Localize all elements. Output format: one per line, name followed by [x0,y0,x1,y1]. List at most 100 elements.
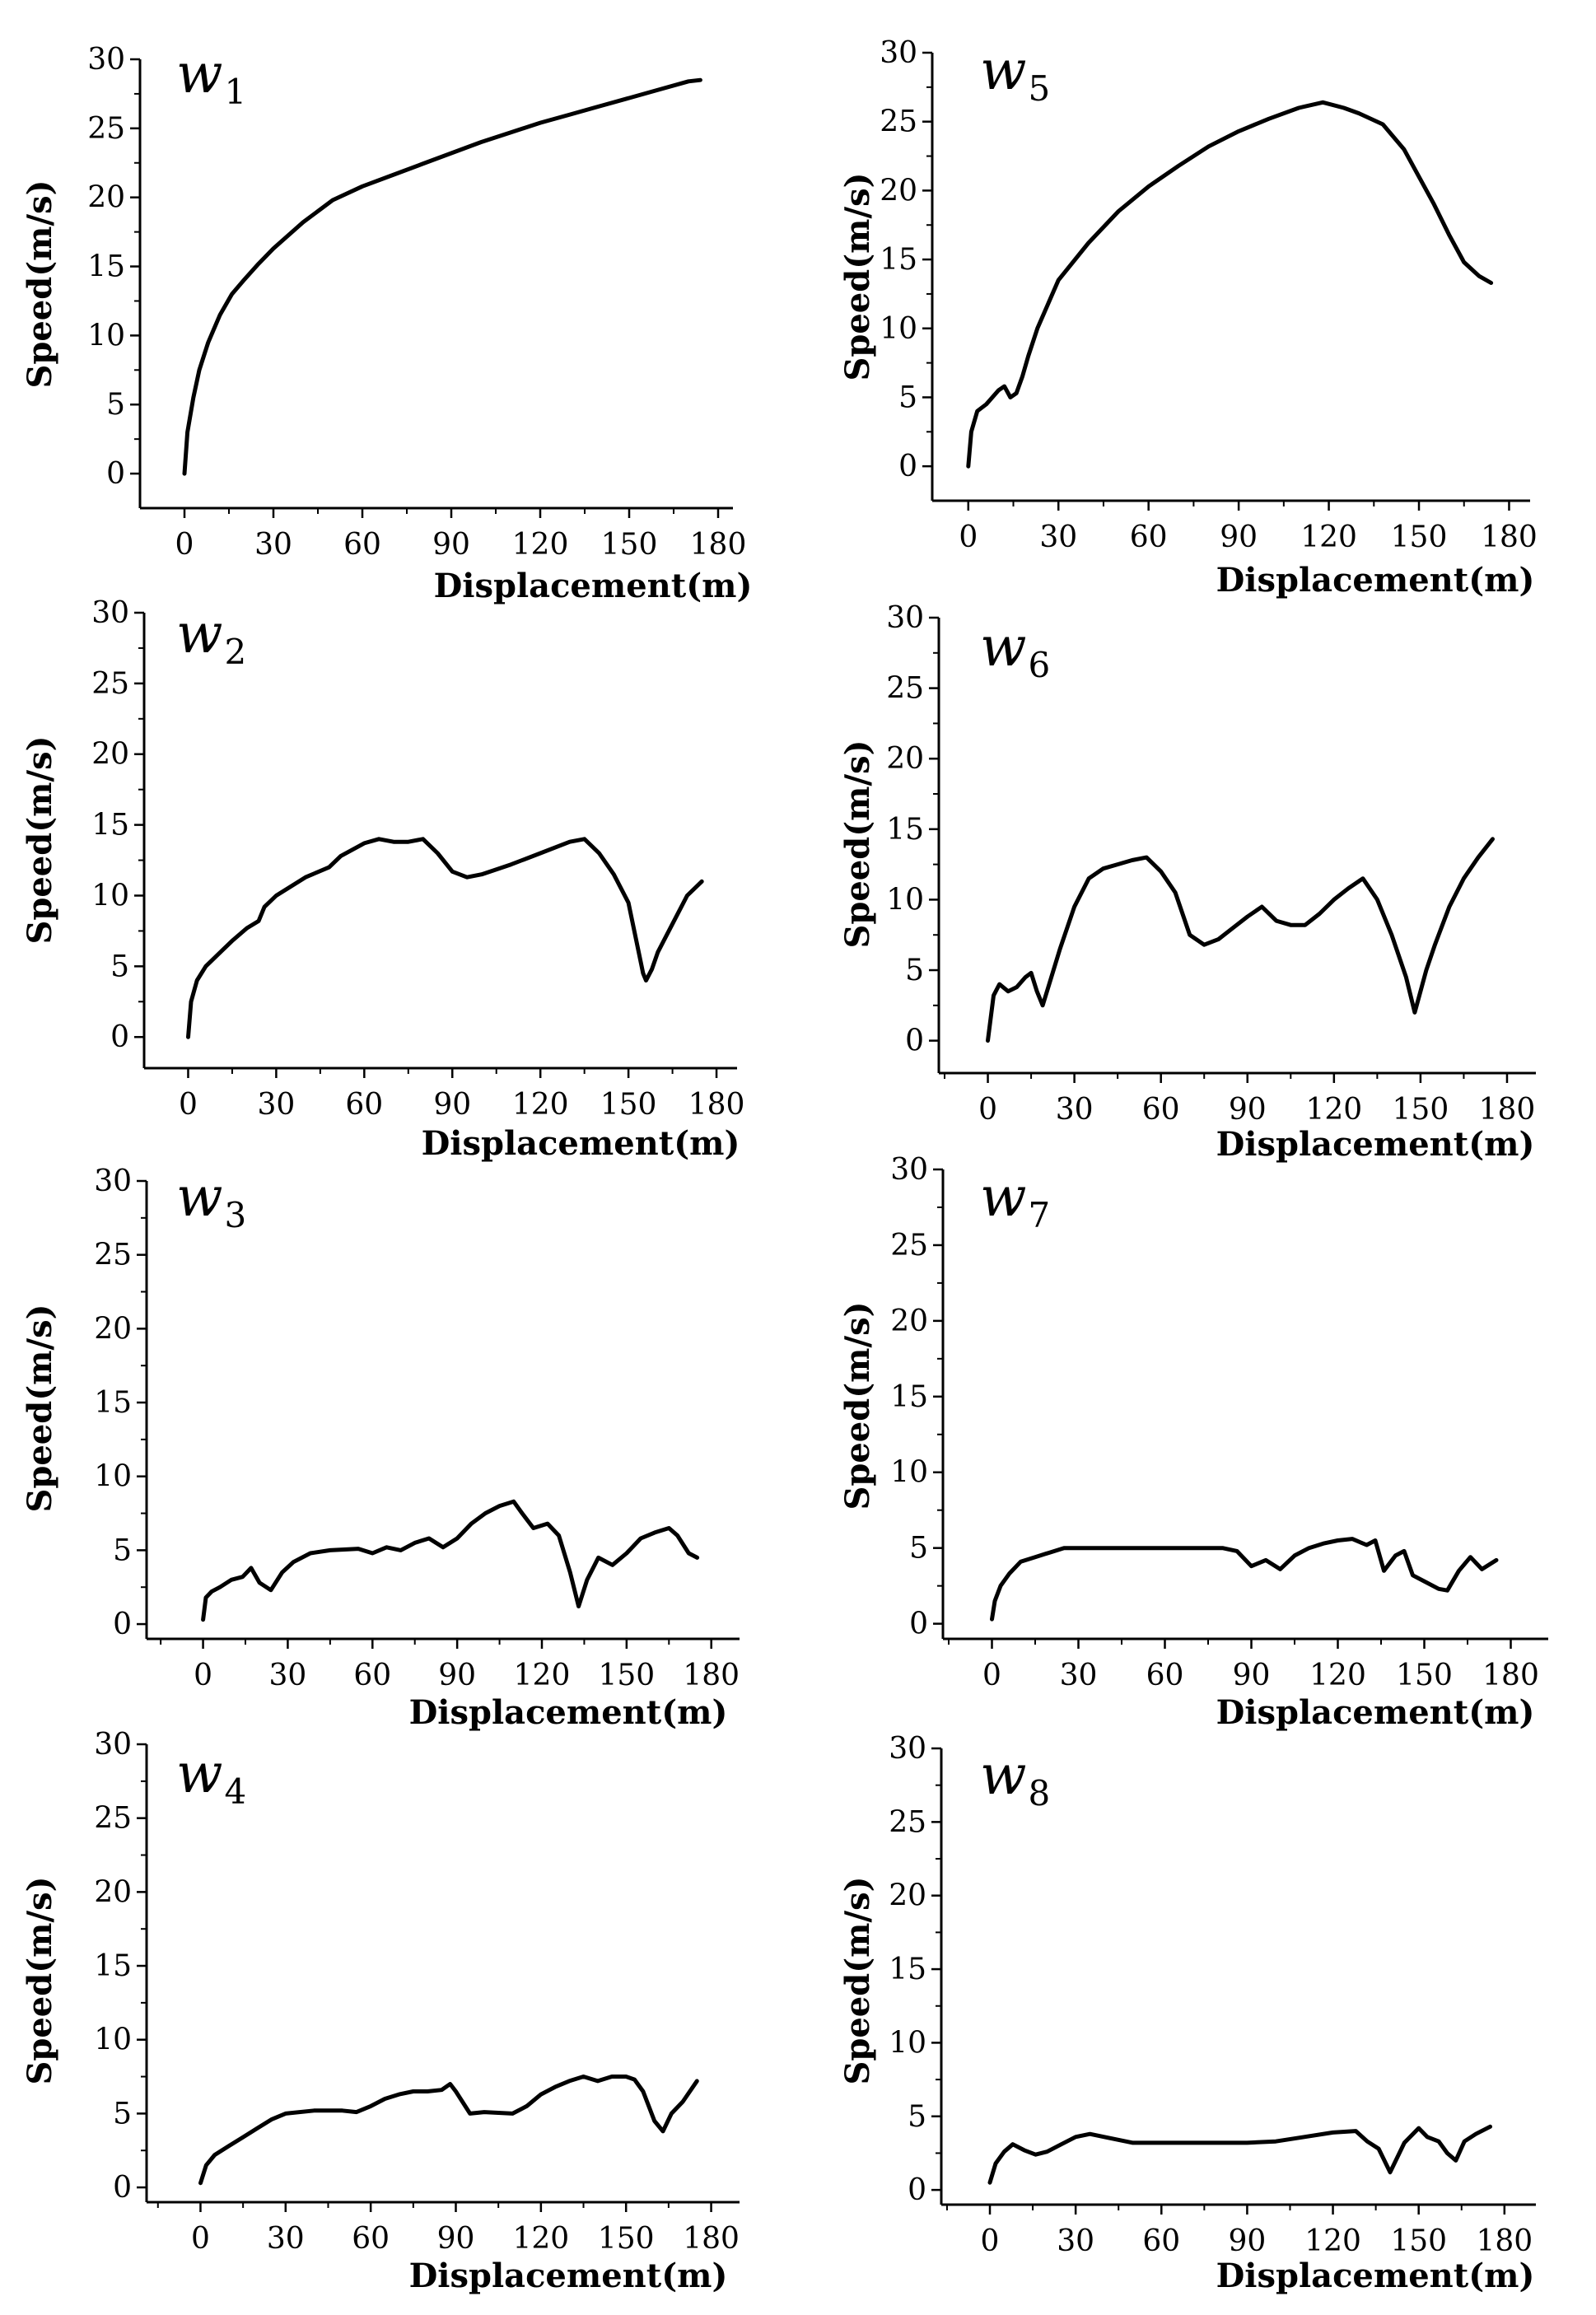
y-tick-label: 5 [908,2100,926,2134]
x-tick-label: 30 [1060,1659,1098,1692]
x-tick-label: 150 [598,2222,655,2256]
x-tick-label: 0 [978,1093,997,1127]
y-tick-label: 5 [909,1532,928,1566]
y-tick-label: 0 [908,2173,926,2207]
x-tick-label: 0 [179,1088,198,1122]
chart-panel-w5: 0 5 10 15 20 25 30 0 30 60 90 120 150 180 w5 Displaceme… [838,36,1538,600]
panel-title-subscript: 4 [225,1771,247,1812]
x-tick-label: 120 [1300,520,1357,554]
x-tick-label: 90 [1233,1659,1271,1692]
x-tick-label: 60 [352,2222,390,2256]
chart-panel-w6: 0 5 10 15 20 25 30 0 30 60 90 120 150 180 w6 Displaceme… [838,601,1536,1164]
y-axis-title: Speed(m/s) [838,1876,877,2084]
series-line-w8 [987,2124,1492,2185]
series-line-w2 [186,837,704,1039]
x-tick-label: 120 [514,1659,571,1692]
y-tick-label: 25 [880,105,917,139]
chart-panel-w1: 0 5 10 15 20 25 30 0 30 60 90 120 150 180 w1 Displaceme… [21,42,752,605]
x-tick-label: 120 [512,1088,569,1122]
y-tick-label: 20 [87,181,125,215]
x-axis-title: Displacement(m) [409,1693,728,1732]
y-axis-title: Speed(m/s) [21,1876,59,2084]
y-tick-label: 30 [94,1165,132,1198]
y-tick-label: 20 [889,1879,926,1913]
y-axis-title: Speed(m/s) [21,735,59,944]
y-tick-label: 30 [889,1732,926,1766]
panel-title-subscript: 8 [1029,1773,1051,1813]
y-tick-label: 5 [113,1533,132,1567]
panel-title: w3 [176,1165,246,1235]
x-tick-label: 60 [343,528,381,562]
x-tick-label: 150 [601,528,658,562]
x-axis-title: Displacement(m) [1216,1125,1535,1164]
chart-panel-w4: 0 5 10 15 20 25 30 0 30 60 90 120 150 180 w4 Displaceme… [21,1728,740,2295]
x-tick-label: 0 [175,528,194,562]
x-tick-label: 90 [437,2222,475,2256]
series-line-w5 [966,100,1494,469]
series-line-w1 [182,77,702,476]
y-axis-title: Speed(m/s) [838,740,877,948]
x-tick-label: 150 [1391,520,1448,554]
y-tick-label: 5 [110,950,129,983]
x-tick-label: 30 [269,1659,307,1692]
x-tick-label: 180 [690,528,747,562]
x-tick-label: 180 [683,2222,740,2256]
panel-title-subscript: 5 [1029,68,1051,109]
x-tick-label: 30 [267,2222,305,2256]
y-axis-title: Speed(m/s) [21,180,59,388]
y-tick-label: 10 [889,2026,926,2060]
panel-title: w4 [176,1742,246,1812]
y-tick-label: 15 [880,243,917,277]
x-tick-label: 90 [1229,2224,1267,2258]
y-tick-label: 20 [94,1875,132,1909]
x-tick-label: 30 [1057,2224,1094,2258]
panel-title-subscript: 1 [225,72,247,112]
y-tick-label: 30 [886,601,924,635]
y-tick-label: 30 [91,596,129,630]
panel-title: w1 [176,42,246,112]
y-tick-label: 25 [91,667,129,701]
panel-title-subscript: 6 [1029,645,1051,685]
y-tick-label: 15 [91,809,129,842]
chart-panel-w2: 0 5 10 15 20 25 30 0 30 60 90 120 150 180 w2 Displaceme… [21,596,744,1163]
y-tick-label: 25 [886,672,924,706]
y-tick-label: 25 [87,112,125,146]
series-line-w6 [986,837,1495,1043]
x-tick-label: 0 [959,520,978,554]
y-tick-label: 0 [898,450,917,483]
y-tick-label: 10 [94,1460,132,1494]
x-axis-title: Displacement(m) [422,1124,740,1163]
x-tick-label: 180 [683,1659,740,1692]
x-tick-label: 0 [981,2224,1000,2258]
y-tick-label: 20 [94,1312,132,1346]
y-tick-label: 30 [94,1728,132,1762]
x-tick-label: 120 [512,2222,569,2256]
y-tick-label: 10 [91,879,129,912]
y-tick-label: 25 [94,1239,132,1272]
x-tick-label: 0 [982,1659,1001,1692]
panel-title: w8 [980,1743,1050,1813]
x-tick-label: 90 [1229,1093,1267,1127]
x-tick-label: 150 [600,1088,657,1122]
panel-title: w7 [980,1165,1050,1235]
y-tick-label: 20 [880,174,917,208]
y-tick-label: 15 [886,813,924,847]
y-tick-label: 10 [886,883,924,917]
x-axis-title: Displacement(m) [1216,561,1535,600]
y-tick-label: 15 [889,1953,926,1986]
x-tick-label: 180 [1476,2224,1533,2258]
x-tick-label: 120 [1304,2224,1361,2258]
y-tick-label: 25 [94,1802,132,1836]
x-tick-label: 90 [1220,520,1258,554]
x-tick-label: 0 [194,1659,212,1692]
y-tick-label: 20 [886,742,924,776]
y-tick-label: 15 [94,1949,132,1983]
panel-title: w5 [980,39,1050,109]
x-tick-label: 60 [1146,1659,1184,1692]
y-tick-label: 30 [87,43,125,77]
x-axis-title: Displacement(m) [434,567,753,605]
x-tick-label: 30 [1056,1093,1094,1127]
x-tick-label: 60 [1142,2224,1180,2258]
x-tick-label: 0 [191,2222,210,2256]
